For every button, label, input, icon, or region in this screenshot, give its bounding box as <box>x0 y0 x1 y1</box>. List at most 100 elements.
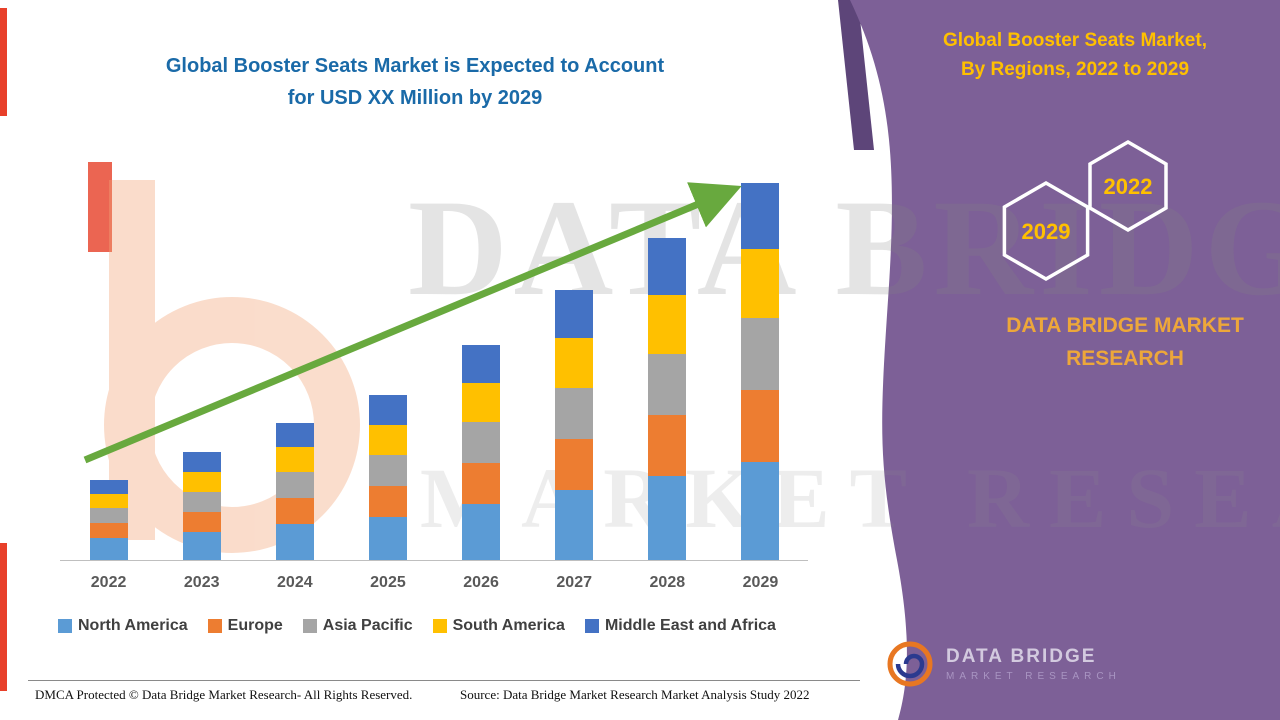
dbmr-logo-text: DATA BRIDGE MARKET RESEARCH <box>946 646 1121 682</box>
panel-title-line1: Global Booster Seats Market, <box>943 30 1207 51</box>
bar-segment-south-america-2026 <box>462 383 501 422</box>
bar-segment-middle-east-and-africa-2027 <box>555 290 594 338</box>
brand-line2: RESEARCH <box>1066 346 1184 370</box>
bar-segment-south-america-2027 <box>555 338 594 388</box>
chart-title-line2: for USD XX Million by 2029 <box>287 87 543 109</box>
footer-source-text: Source: Data Bridge Market Research Mark… <box>460 687 810 702</box>
stacked-bar-2023 <box>182 452 221 560</box>
red-accent-strip-top <box>0 8 7 116</box>
hexagon-2022-label: 2022 <box>1104 174 1153 199</box>
x-label-2028: 2028 <box>649 574 686 591</box>
stacked-bar-2025 <box>368 395 407 560</box>
legend-label-europe: Europe <box>227 617 283 634</box>
bar-segment-south-america-2028 <box>648 295 687 354</box>
chart-legend: North America Europe Asia Pacific South … <box>58 617 776 635</box>
legend-label-asia-pacific: Asia Pacific <box>322 617 413 634</box>
hexagon-2029-label: 2029 <box>1022 219 1071 244</box>
chart-title-line1: Global Booster Seats Market is Expected … <box>165 55 665 77</box>
bar-segment-north-america-2027 <box>555 490 594 560</box>
bar-segment-north-america-2024 <box>275 524 314 560</box>
stacked-bar-2029 <box>741 183 780 560</box>
stacked-bar-2026 <box>462 345 501 560</box>
stacked-bar-plot <box>62 183 807 560</box>
bar-segment-europe-2023 <box>182 512 221 532</box>
x-label-2025: 2025 <box>370 574 406 591</box>
x-axis-line <box>60 560 808 561</box>
bar-segment-north-america-2026 <box>462 504 501 560</box>
stacked-bar-2027 <box>555 290 594 560</box>
bar-segment-europe-2027 <box>555 439 594 490</box>
bar-segment-asia-pacific-2029 <box>741 318 780 390</box>
legend-item-middle-east-africa: Middle East and Africa <box>584 617 776 635</box>
stacked-bar-2022 <box>89 480 128 560</box>
legend-item-south-america: South America <box>432 617 565 635</box>
x-label-2027: 2027 <box>556 574 592 591</box>
legend-label-north-america: North America <box>78 617 188 634</box>
bar-segment-south-america-2023 <box>182 472 221 492</box>
brand-line1: DATA BRIDGE MARKET <box>1006 314 1244 337</box>
bar-segment-asia-pacific-2024 <box>275 472 314 498</box>
x-label-2022: 2022 <box>90 574 127 591</box>
dbmr-logo-icon <box>887 641 933 687</box>
legend-swatch-middle-east-africa <box>584 619 599 633</box>
bar-segment-asia-pacific-2023 <box>182 492 221 512</box>
bar-segment-north-america-2028 <box>648 476 687 560</box>
bar-segment-middle-east-and-africa-2026 <box>462 345 501 383</box>
legend-swatch-north-america <box>58 619 72 633</box>
x-axis-labels: 2022 2023 2024 2025 2026 2027 2028 2029 <box>62 574 807 592</box>
purple-dark-fold <box>838 0 874 150</box>
panel-title: Global Booster Seats Market, By Regions,… <box>905 26 1245 85</box>
bar-segment-asia-pacific-2028 <box>648 354 687 415</box>
red-accent-strip-bottom <box>0 543 7 691</box>
legend-item-europe: Europe <box>207 617 283 635</box>
hexagon-badges: 2029 2022 <box>1002 139 1168 282</box>
bar-segment-middle-east-and-africa-2025 <box>368 395 407 425</box>
x-label-2024: 2024 <box>277 574 313 591</box>
bar-segment-north-america-2025 <box>368 517 407 560</box>
bar-segment-europe-2026 <box>462 463 501 504</box>
bar-segment-europe-2028 <box>648 415 687 476</box>
hexagon-2029 <box>1002 180 1090 282</box>
legend-label-middle-east-africa: Middle East and Africa <box>604 617 776 634</box>
bar-segment-south-america-2029 <box>741 249 780 318</box>
dbmr-footer-logo: DATA BRIDGE MARKET RESEARCH <box>884 636 1121 692</box>
legend-label-south-america: South America <box>452 617 565 634</box>
bar-segment-middle-east-and-africa-2028 <box>648 238 687 295</box>
bar-segment-europe-2025 <box>368 486 407 517</box>
stacked-bar-2028 <box>648 238 687 560</box>
dbmr-logo-line2: MARKET RESEARCH <box>946 671 1121 682</box>
bar-segment-middle-east-and-africa-2022 <box>89 480 128 494</box>
bar-segment-south-america-2024 <box>275 447 314 472</box>
bar-segment-asia-pacific-2022 <box>89 508 128 523</box>
bar-segment-europe-2024 <box>275 498 314 524</box>
panel-title-line2: By Regions, 2022 to 2029 <box>960 59 1190 81</box>
bar-segment-europe-2022 <box>89 523 128 538</box>
chart-title: Global Booster Seats Market is Expected … <box>120 50 710 114</box>
footer-divider <box>28 680 860 681</box>
bar-segment-middle-east-and-africa-2024 <box>275 423 314 447</box>
bar-segment-asia-pacific-2027 <box>555 388 594 439</box>
bar-segment-south-america-2022 <box>89 494 128 508</box>
x-label-2029: 2029 <box>742 574 779 591</box>
bar-segment-middle-east-and-africa-2023 <box>182 452 221 472</box>
x-label-2023: 2023 <box>183 574 220 591</box>
bar-segment-asia-pacific-2025 <box>368 455 407 486</box>
legend-item-north-america: North America <box>58 617 188 635</box>
purple-panel-shape <box>850 0 1280 720</box>
bar-segment-north-america-2022 <box>89 538 128 560</box>
bar-segment-north-america-2029 <box>741 462 780 560</box>
brand-wordmark: DATA BRIDGE MARKET RESEARCH <box>975 310 1275 375</box>
footer-dmca-text: DMCA Protected © Data Bridge Market Rese… <box>35 687 413 702</box>
bar-segment-asia-pacific-2026 <box>462 422 501 463</box>
bar-segment-south-america-2025 <box>368 425 407 455</box>
dbmr-logo-line1: DATA BRIDGE <box>946 646 1097 667</box>
legend-swatch-south-america <box>432 619 447 633</box>
legend-item-asia-pacific: Asia Pacific <box>302 617 413 635</box>
stacked-bar-2024 <box>275 423 314 560</box>
bar-segment-europe-2029 <box>741 390 780 462</box>
x-label-2026: 2026 <box>463 574 499 591</box>
hexagon-2022 <box>1088 139 1168 233</box>
legend-swatch-asia-pacific <box>302 619 317 633</box>
